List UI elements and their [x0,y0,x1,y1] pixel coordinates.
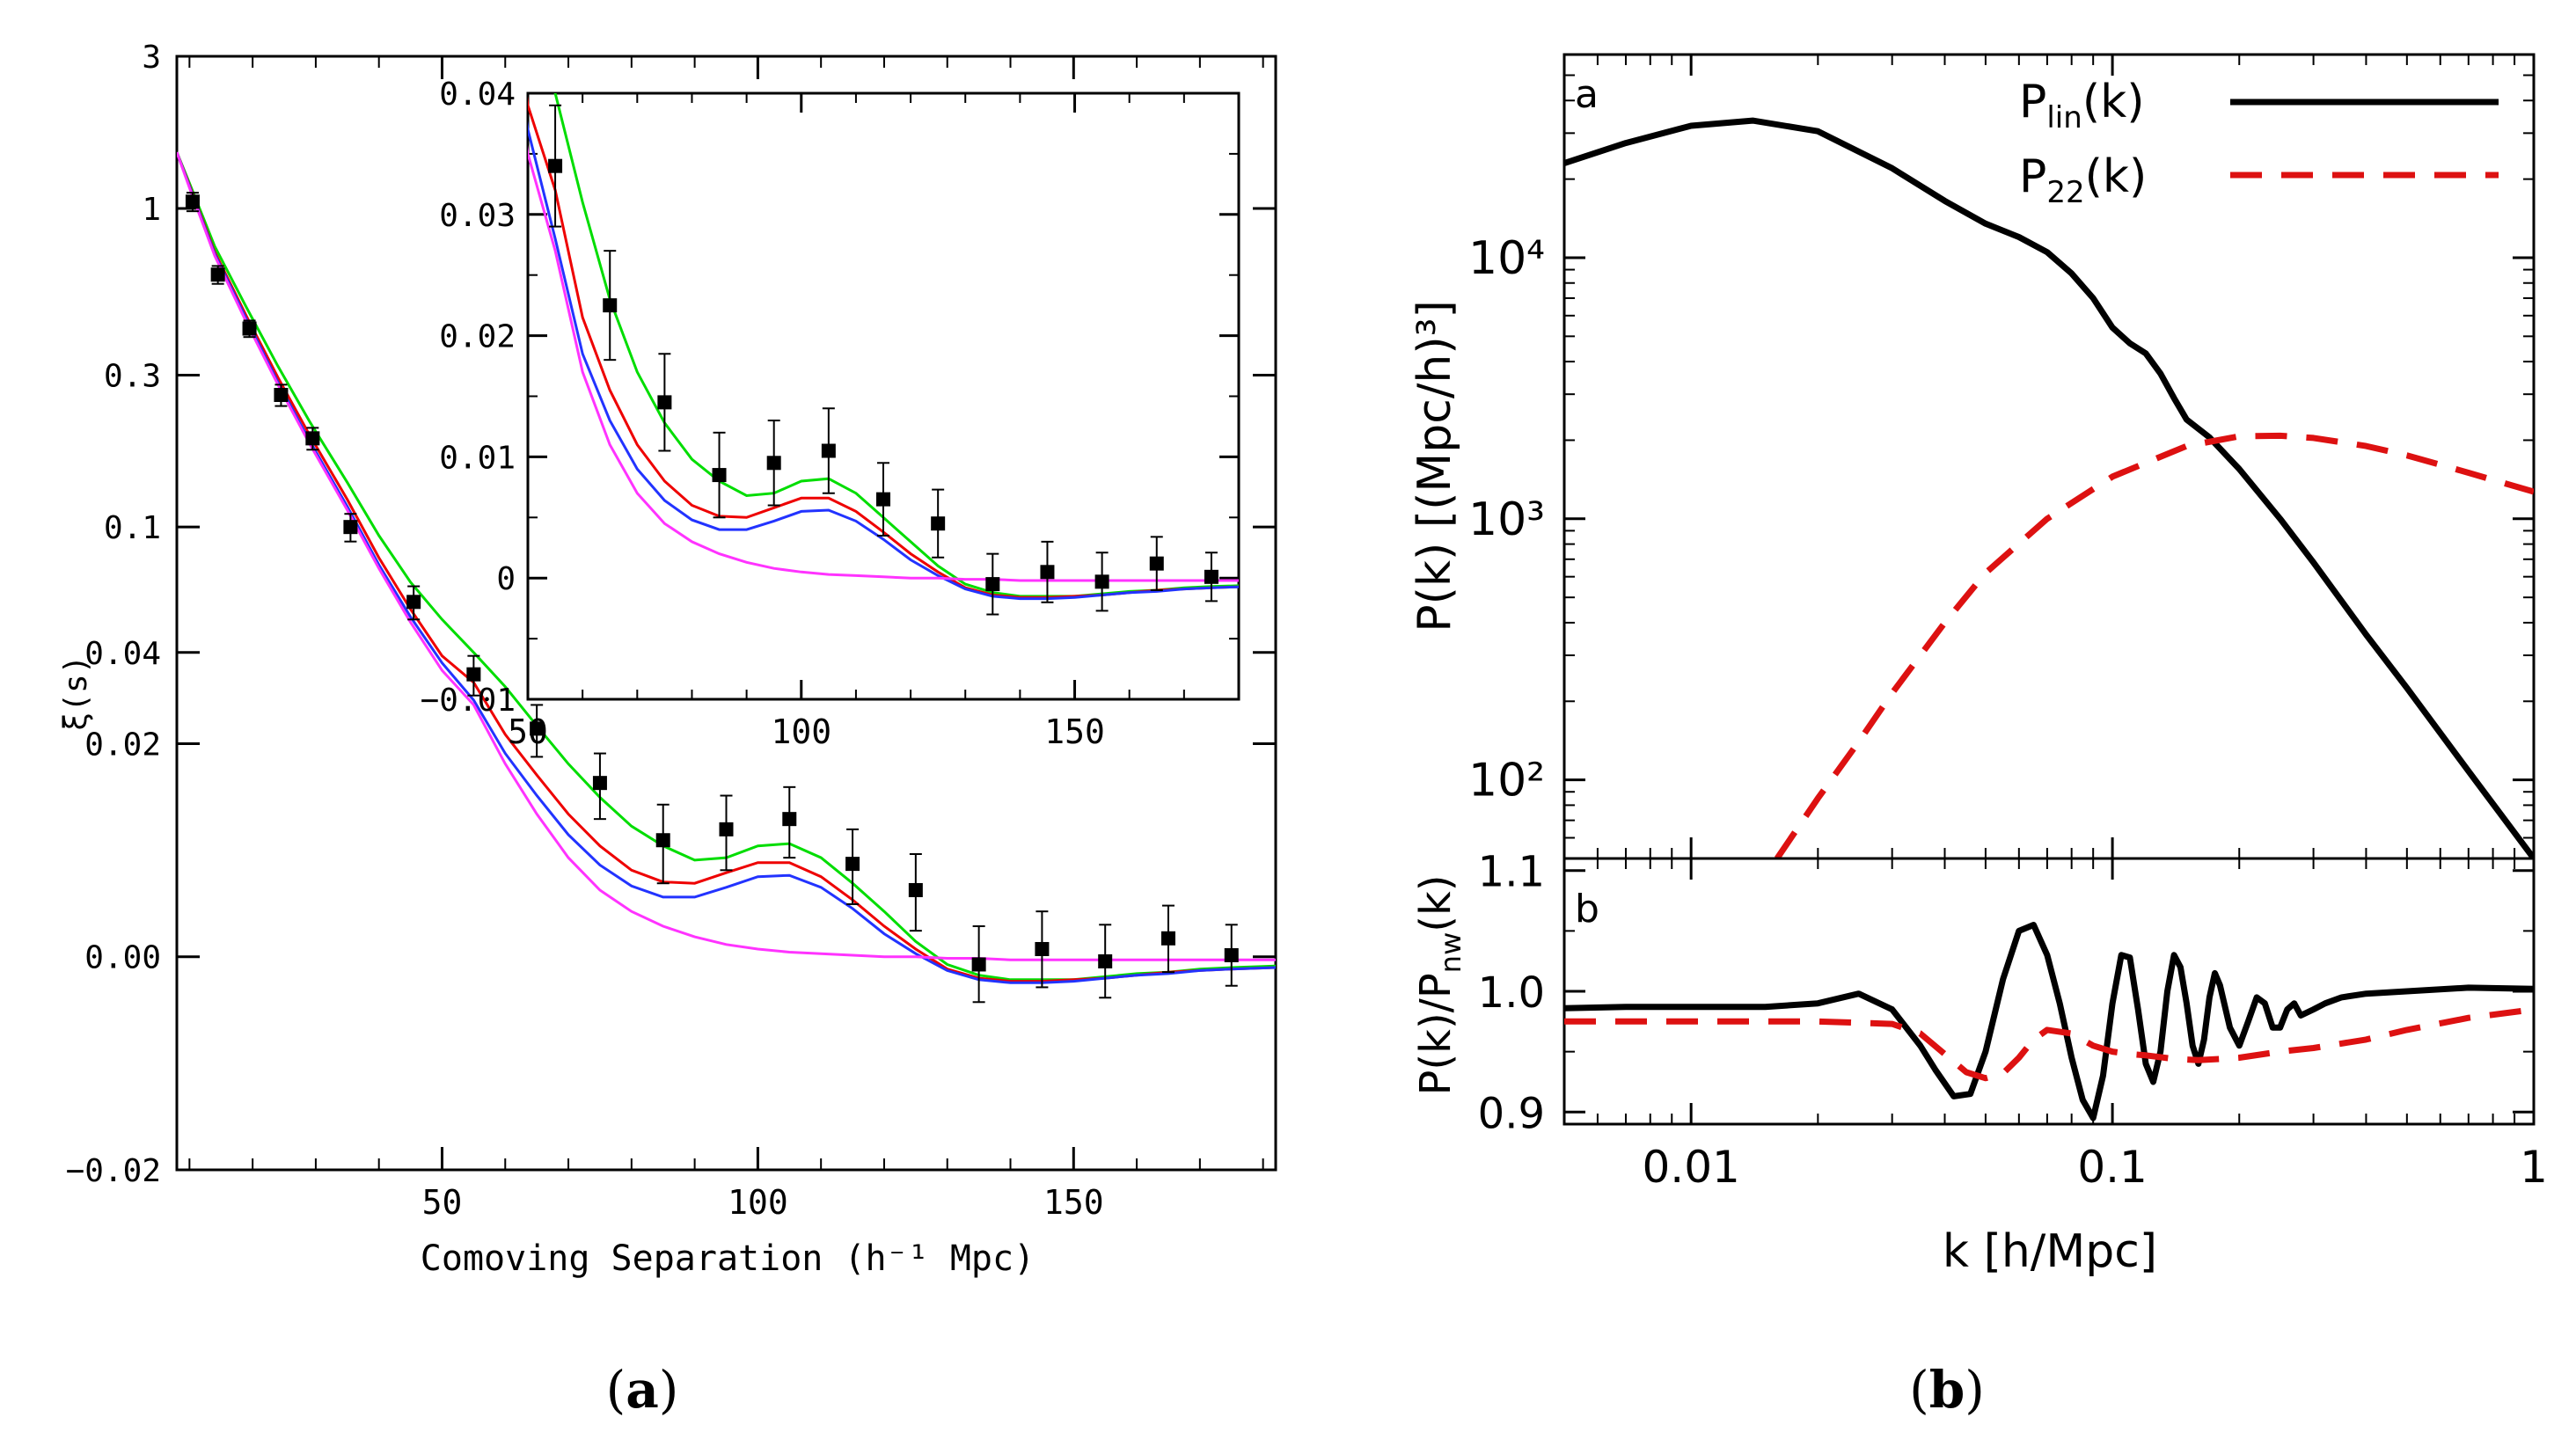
legend-label-plin: Plin(k) [2019,76,2145,135]
panel-a-ytick-label: 0.00 [84,940,161,976]
panel-b-bottom-curve-P-lin-P-nw [1564,922,2534,1121]
inset-xtick-label: 50 [508,712,548,751]
panel-a-ytick-label: 0.1 [104,510,161,546]
panel-a-ylabel: ξ(s) [58,655,94,732]
panel-a-data-point [845,857,860,872]
panel-a-curves [177,151,1276,984]
panel-b-bottom-ylabel: P(k)/Pnw(k) [1411,874,1467,1095]
inset-ticks: −0.01 0 0.01 0.02 0.03 0.04 50 100 150 [421,77,1240,751]
panel-a-data-point [185,194,200,209]
caption-a: (a) [606,1360,679,1420]
panel-a-curve-model-blue [177,151,1276,984]
panel-a-data-point [971,957,986,972]
panel-a-data-point [242,321,257,336]
panel-b-bottom-curves [1564,922,2534,1121]
inset-data-point [766,456,781,471]
inset-ytick-label: 0.01 [439,440,516,476]
panel-b-top-label: a [1575,72,1599,117]
panel-a-data-point [1035,941,1050,956]
inset-data-point [1149,556,1164,571]
panel-b-top-curves [1564,117,2534,858]
panel-b-bottom-ytick-label: 0.9 [1478,1089,1545,1138]
panel-b-bottom-xtick-label: 1 [2520,1142,2548,1193]
panel-b-top-curve-P-22-k- [1775,432,2534,858]
legend-label-p22: P22(k) [2019,150,2147,210]
inset-curve-model-blue [528,121,1239,601]
inset-data-point [1040,565,1055,580]
panel-a-data-point [1224,947,1239,962]
panel-a-data-point [305,431,320,446]
panel-b-top-ytick-label: 10³ [1468,493,1545,546]
panel-a-ytick-label: 1 [142,192,161,228]
panel-b-bottom-curve-P-22-ratio [1564,1006,2534,1082]
panel-a-data-point [466,667,481,682]
panel-a-xlabel: Comoving Separation (h⁻¹ Mpc) [421,1238,1035,1279]
panel-a-data-point [908,882,923,897]
inset-data-point [931,516,946,531]
panel-b-top-ytick-label: 10⁴ [1468,232,1545,285]
panel-a-data-point [592,776,607,791]
panel-a-ytick-label: 3 [142,40,161,76]
inset-ytick-label: 0.04 [439,77,516,113]
panel-a-data-points [185,192,1239,1004]
inset-frame [526,91,1240,701]
inset-data-points [548,104,1218,616]
panel-b-bottom-ytick-label: 1.0 [1478,968,1545,1018]
panel-b-bottom-ytick-label: 1.1 [1478,848,1545,897]
panel-a-ytick-label: 0.02 [84,727,161,763]
inset-ytick-label: −0.01 [421,683,516,719]
inset-ytick-label: 0.02 [439,319,516,355]
panel-b-bottom-xtick-label: 0.1 [2077,1142,2148,1193]
panel-b-top-ticks: 10² 10³ 10⁴ [1468,55,2534,859]
inset-data-point [548,158,563,173]
inset-ytick-label: 0 [496,561,516,597]
inset-ytick-label: 0.03 [439,198,516,234]
panel-a-xtick-label: 50 [422,1183,463,1222]
panel-a-frame [175,55,1277,1172]
caption-b: (b) [1909,1360,1985,1420]
inset-data-point [1204,569,1218,584]
panel-a-data-point [1160,931,1175,946]
panel-a-ytick-label: −0.02 [66,1153,161,1189]
panel-a-data-point [782,812,797,827]
panel-a-data-point [406,595,421,610]
panel-b-bottom-label: b [1575,887,1599,931]
panel-a-data-point [530,721,545,736]
panel-b-bottom-xtick-label: 0.01 [1643,1142,1740,1193]
inset-curve-model-magenta [528,144,1239,582]
panel-b-top-ylabel: P(k) [(Mpc/h)³] [1409,300,1461,632]
panel-a-ytick-label: 0.04 [84,636,161,672]
inset-data-point [985,577,1000,592]
inset-xtick-label: 150 [1044,712,1105,751]
panel-a-data-point [1098,953,1113,968]
inset-data-point [657,395,672,410]
inset-xtick-label: 100 [771,712,831,751]
panel-a-data-point [274,388,289,403]
panel-a-data-point [719,822,734,836]
panel-a-curve-model-magenta [177,151,1276,961]
panel-a-xtick-label: 150 [1043,1183,1104,1222]
panel-a-xtick-label: 100 [728,1183,788,1222]
inset-data-point [603,298,618,313]
panel-a-data-point [343,520,358,535]
inset-data-point [712,468,727,483]
panel-a-data-point [655,833,670,848]
inset-curves [528,93,1239,601]
panel-b-top-ytick-label: 10² [1468,755,1545,807]
inset-data-point [821,443,836,458]
inset-data-point [876,492,890,507]
panel-a-data-point [210,267,225,282]
panel-a-ytick-label: 0.3 [104,358,161,394]
inset-data-point [1094,574,1109,589]
panel-b-bottom-ticks: 0.9 1.0 1.1 0.01 0.1 1 [1478,848,2548,1193]
panel-a-ticks: −0.02 0.00 0.02 0.04 0.1 0.3 1 3 50 100 150 [66,40,1276,1222]
legend: Plin(k) P22(k) [2019,76,2499,210]
panel-b-xlabel: k [h/Mpc] [1943,1225,2157,1278]
panel-b-top-curve-P-lin-k- [1564,117,2534,858]
